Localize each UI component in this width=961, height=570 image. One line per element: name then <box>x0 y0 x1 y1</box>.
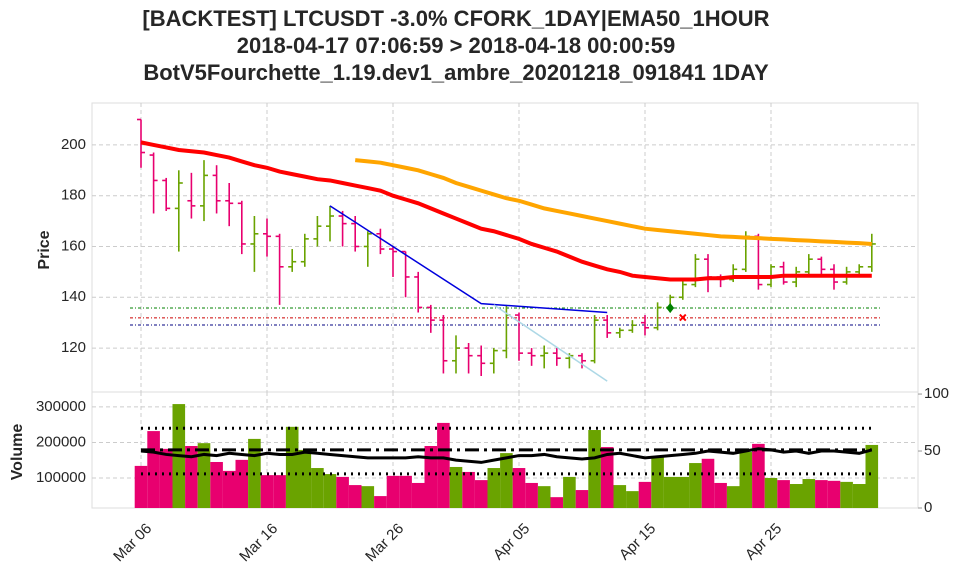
marker <box>666 302 675 313</box>
x-tick-label: Apr 15 <box>616 520 659 563</box>
volume-bar <box>437 422 450 508</box>
volume-bar <box>537 486 551 508</box>
volume-bar <box>462 471 475 508</box>
volume-bar <box>159 448 173 508</box>
volume-tick-label: 300000 <box>36 398 86 415</box>
volume-bar <box>311 468 324 508</box>
volume-bar <box>638 481 652 508</box>
volume-bar <box>285 426 299 508</box>
volume-bar <box>185 446 198 508</box>
volume-axis-label: Volume <box>9 424 26 481</box>
ema-line <box>140 140 872 282</box>
chart-title: 2018-04-17 07:06:59 > 2018-04-18 00:00:5… <box>237 33 676 58</box>
volume-bar <box>789 484 803 508</box>
x-tick-label: Apr 05 <box>490 520 533 563</box>
volume-bar <box>651 455 664 508</box>
volume-bar <box>273 475 286 508</box>
volume-bar <box>235 459 249 508</box>
volume-bar <box>714 482 727 508</box>
volume-bar <box>147 431 160 508</box>
y-tick-label: 140 <box>61 288 86 305</box>
volume-bar <box>827 480 841 508</box>
volume-bar <box>852 484 866 508</box>
volume-bar <box>676 476 690 508</box>
volume-bar <box>197 443 211 508</box>
y2-tick-label: 0 <box>924 499 932 516</box>
volume-bar <box>563 476 576 508</box>
volume-bar <box>512 468 526 508</box>
volume-bar <box>689 463 702 508</box>
y-tick-label: 120 <box>61 339 86 356</box>
trend-line <box>493 304 608 382</box>
volume-bar <box>663 476 677 508</box>
volume-bar <box>348 485 362 508</box>
volume-bar <box>134 465 148 508</box>
volume-bar <box>840 481 853 508</box>
volume-bar <box>411 482 425 508</box>
y-axis-label: Price <box>36 230 53 269</box>
ema-line <box>354 158 872 246</box>
volume-bar <box>739 452 753 508</box>
volume-bar <box>626 491 639 508</box>
x-tick-label: Mar 26 <box>362 520 407 565</box>
volume-bar <box>487 468 501 508</box>
volume-bar <box>474 480 488 508</box>
volume-bar <box>701 458 715 508</box>
volume-bar <box>575 490 589 508</box>
y-tick-label: 180 <box>61 187 86 204</box>
volume-bar <box>260 475 274 508</box>
volume-bar <box>613 485 627 508</box>
x-tick-label: Apr 25 <box>742 520 785 563</box>
volume-bar <box>815 480 828 508</box>
y-tick-label: 200 <box>61 136 86 153</box>
volume-bar <box>726 486 740 508</box>
y2-tick-label: 50 <box>924 442 941 459</box>
volume-bar <box>752 443 765 508</box>
volume-bar <box>386 475 400 508</box>
volume-tick-label: 200000 <box>36 433 86 450</box>
volume-bar <box>399 475 412 508</box>
volume-bar <box>210 461 223 508</box>
x-tick-label: Mar 16 <box>236 520 281 565</box>
volume-bar <box>588 430 601 508</box>
volume-bar <box>764 477 778 508</box>
volume-bar <box>361 486 375 508</box>
y-tick-label: 160 <box>61 237 86 254</box>
marker <box>679 313 687 322</box>
chart-title: [BACKTEST] LTCUSDT -3.0% CFORK_1DAY|EMA5… <box>142 6 769 31</box>
y2-tick-label: 100 <box>924 385 949 402</box>
volume-bar <box>298 449 312 508</box>
trend-line <box>329 205 608 314</box>
x-tick-label: Mar 06 <box>110 520 155 565</box>
volume-bar <box>323 474 337 508</box>
price-panel <box>91 102 919 393</box>
volume-bar <box>550 497 564 508</box>
volume-bar <box>777 480 790 508</box>
volume-bar <box>600 447 614 508</box>
volume-bar <box>525 482 538 508</box>
volume-bar <box>500 453 513 508</box>
volume-bar <box>424 446 438 508</box>
y2-line <box>140 447 873 464</box>
volume-bar <box>336 476 349 508</box>
volume-bar <box>802 479 816 508</box>
chart-title: BotV5Fourchette_1.19.dev1_ambre_20201218… <box>143 60 769 85</box>
volume-bar <box>222 470 236 508</box>
volume-bar <box>449 466 463 508</box>
volume-tick-label: 100000 <box>36 469 86 486</box>
volume-bar <box>865 444 879 508</box>
volume-bar <box>374 496 387 508</box>
